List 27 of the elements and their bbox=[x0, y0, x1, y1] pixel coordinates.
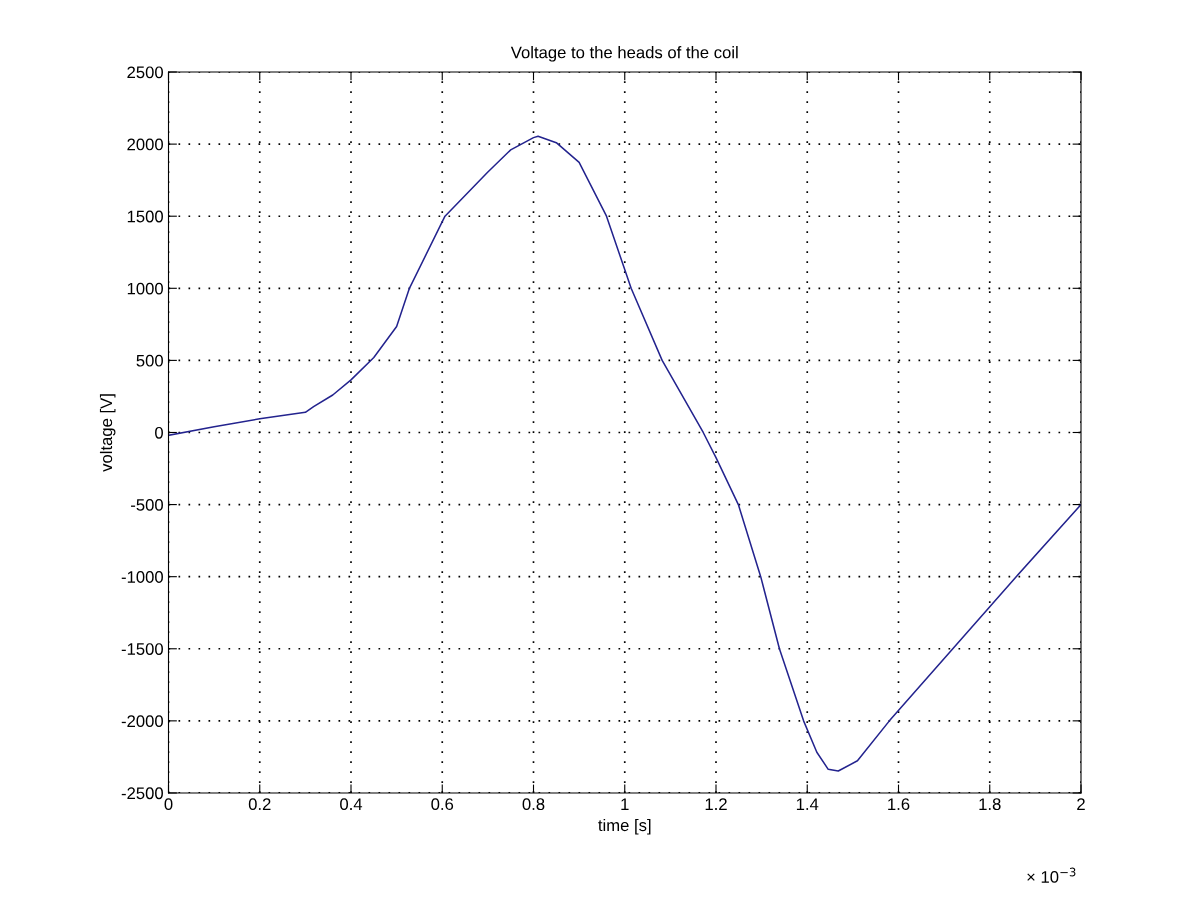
y-tick-label: 1000 bbox=[127, 282, 163, 295]
y-tick-label: 500 bbox=[136, 354, 163, 367]
text: × 10$^{−3}$ bbox=[1027, 867, 1076, 883]
x-tick-label: 0 bbox=[164, 798, 173, 811]
x-tick-label: 1.4 bbox=[796, 798, 819, 810]
x-axis-title: time [s] bbox=[598, 818, 651, 835]
x-tick-label: 0.4 bbox=[340, 798, 363, 811]
x-tick-label: 0.2 bbox=[248, 798, 271, 811]
x-tick-label: 2 bbox=[1077, 798, 1085, 810]
line-series bbox=[168, 135, 1081, 772]
x-tick-label: 1 bbox=[621, 798, 629, 810]
y-tick-label: 0 bbox=[155, 426, 163, 439]
y-tick-label: -500 bbox=[131, 498, 163, 511]
x-tick-label: 1.2 bbox=[705, 798, 727, 810]
y-tick-label: 2500 bbox=[127, 66, 163, 79]
y-tick-label: 2000 bbox=[127, 138, 163, 151]
y-tick-label: -2000 bbox=[121, 715, 163, 728]
y-tick-label: -1500 bbox=[121, 643, 163, 655]
y-axis-title: voltage [V] bbox=[99, 394, 116, 472]
y-tick-label: -2500 bbox=[121, 787, 163, 800]
x-tick-label: 1.6 bbox=[888, 798, 910, 811]
x-tick-label: 1.8 bbox=[979, 798, 1001, 811]
y-tick-label: -1000 bbox=[121, 571, 163, 583]
chart-title: Voltage to the heads of the coil bbox=[510, 46, 738, 62]
x-tick-label: 0.6 bbox=[431, 798, 454, 811]
y-tick-label: 1500 bbox=[127, 210, 163, 223]
x-tick-label: 0.8 bbox=[522, 798, 545, 811]
